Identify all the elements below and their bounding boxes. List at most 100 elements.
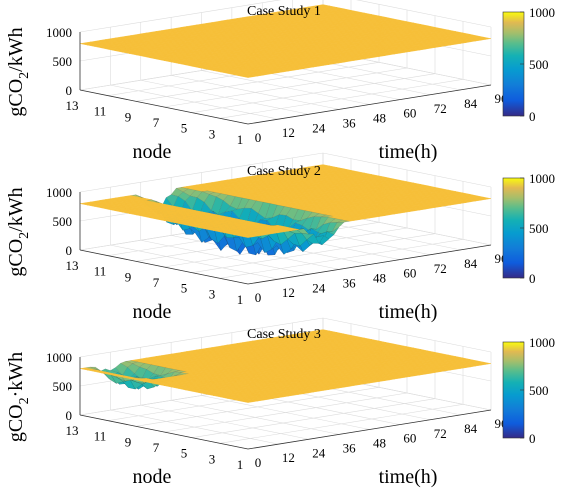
surface-cell: [311, 224, 324, 233]
z-axis-label-main: gCO: [5, 239, 27, 277]
floor-grid-line: [140, 404, 309, 440]
node-axis-line: [79, 249, 249, 285]
surface-cell: [230, 196, 243, 210]
time-tick-label: 24: [312, 280, 326, 295]
chart-title: Case Study 2: [247, 164, 321, 179]
time-tick-label: 72: [434, 426, 447, 441]
time-axis-label: time(h): [379, 466, 438, 488]
node-axis-line: [79, 89, 249, 125]
floor-grid-line: [201, 395, 370, 430]
node-tick-label: 5: [181, 121, 188, 136]
z-tick-label: 0: [66, 408, 73, 423]
floor-grid-line: [140, 239, 309, 275]
time-tick-label: 36: [343, 275, 357, 290]
surface-cell: [317, 222, 331, 236]
node-tick-label: 3: [209, 286, 216, 301]
colorbar-tick-label: 1000: [529, 171, 555, 186]
node-tick-label: 11: [94, 264, 107, 279]
z-tick-label: 1000: [46, 185, 72, 200]
colorbar-tick-label: 0: [529, 109, 536, 124]
node-tick-label: 13: [66, 423, 79, 438]
z-axis-label-subscript: 2: [17, 72, 32, 79]
time-tick-label: 60: [403, 106, 416, 121]
time-tick-label: 60: [403, 266, 416, 281]
time-tick-label: 36: [343, 440, 357, 455]
time-tick-label: 60: [403, 431, 416, 446]
node-axis-label: node: [133, 301, 172, 323]
surface-cell: [141, 380, 155, 390]
time-tick-label: 0: [255, 455, 262, 470]
z-axis-label-main: gCO: [5, 79, 27, 117]
z-tick-label: 500: [53, 214, 73, 229]
z-tick-label: 0: [66, 83, 73, 98]
time-axis-line: [247, 244, 492, 285]
surface-cell: [236, 197, 250, 210]
colorbar-tick-label: 500: [529, 221, 549, 236]
surface-cell: [153, 365, 166, 376]
time-tick-label: 48: [373, 271, 386, 286]
node-axis-label: node: [133, 466, 172, 488]
node-tick-label: 11: [94, 429, 107, 444]
node-tick-label: 1: [237, 292, 244, 307]
floor-grid-line: [171, 75, 340, 110]
node-axis-label: node: [133, 141, 172, 163]
node-tick-label: 9: [125, 434, 132, 449]
time-tick-label: 36: [343, 115, 357, 130]
z-tick-label: 500: [53, 379, 73, 394]
colorbar-tick-label: 1000: [529, 5, 555, 20]
z-axis-label: gCO2·kWh: [5, 352, 32, 442]
node-tick-label: 7: [153, 115, 160, 130]
node-tick-label: 7: [153, 275, 160, 290]
time-tick-label: 48: [373, 436, 386, 451]
node-axis-line: [79, 414, 249, 450]
z-axis-label-unit: ·kWh: [5, 352, 27, 398]
time-tick-label: 72: [434, 101, 447, 116]
time-axis-line: [247, 84, 492, 125]
z-tick-label: 1000: [46, 25, 72, 40]
floor-grid-line: [201, 70, 370, 105]
surface-cell: [240, 400, 254, 403]
surface-cell: [337, 219, 350, 223]
chart-title: Case Study 1: [247, 4, 321, 19]
time-axis-line: [247, 409, 492, 450]
z-tick-label: 500: [53, 54, 73, 69]
colorbar-tick-label: 0: [529, 431, 536, 446]
time-tick-label: 0: [255, 290, 262, 305]
time-tick-label: 84: [464, 421, 478, 436]
z-axis-label-main: gCO: [5, 404, 27, 442]
time-tick-label: 0: [255, 130, 262, 145]
node-tick-label: 1: [237, 132, 244, 147]
floor-grid-line: [110, 409, 279, 445]
surface-cell: [306, 233, 320, 244]
z-tick-label: 0: [66, 243, 73, 258]
node-tick-label: 9: [125, 109, 132, 124]
z-axis-label-unit: /kWh: [5, 27, 27, 71]
chart-title: Case Study 3: [247, 327, 321, 342]
colorbar-tick-label: 500: [529, 383, 549, 398]
z-axis-label-unit: /kWh: [5, 187, 27, 231]
z-axis-label-subscript: 2: [17, 232, 32, 239]
node-tick-label: 9: [125, 269, 132, 284]
floor-grid-line: [110, 244, 279, 280]
time-tick-label: 24: [312, 120, 326, 135]
surface-cell: [146, 364, 159, 374]
time-tick-label: 12: [282, 125, 295, 140]
surface-cell: [271, 238, 285, 255]
floor-grid-line: [140, 79, 309, 115]
time-tick-label: 12: [282, 450, 295, 465]
z-axis-label: gCO2/kWh: [5, 27, 32, 116]
node-tick-label: 3: [209, 451, 216, 466]
colorbar-tick-label: 1000: [529, 335, 555, 350]
z-axis-label: gCO2/kWh: [5, 187, 32, 276]
time-tick-label: 84: [464, 96, 478, 111]
time-tick-label: 84: [464, 256, 478, 271]
node-tick-label: 7: [153, 440, 160, 455]
time-tick-label: 72: [434, 261, 447, 276]
surface-cell: [240, 75, 254, 78]
surface-cell: [139, 363, 153, 370]
node-tick-label: 5: [181, 281, 188, 296]
node-tick-label: 13: [66, 98, 79, 113]
